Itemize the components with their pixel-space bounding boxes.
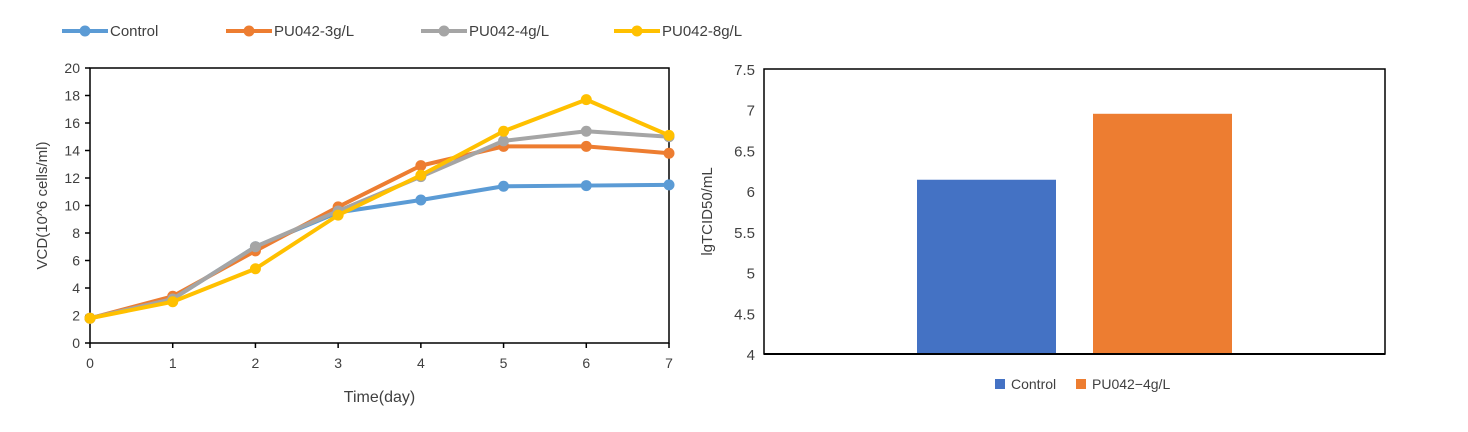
x-tick-label: 7: [665, 355, 673, 371]
x-tick-label: 0: [86, 355, 94, 371]
series-line-PU042-3g/L: [89, 144, 670, 321]
x-tick-label: 3: [334, 355, 342, 371]
data-point: [249, 263, 261, 275]
x-tick-label: 1: [169, 355, 177, 371]
legend-label: Control: [110, 23, 158, 40]
data-point: [415, 169, 427, 181]
y-tick-label: 4.5: [734, 306, 755, 323]
y-tick-label: 4: [72, 280, 80, 296]
legend-label: PU042-3g/L: [274, 23, 354, 40]
y-tick-label: 6: [72, 253, 80, 269]
y-tick-label: 6.5: [734, 143, 755, 160]
y-tick-label: 14: [64, 143, 80, 159]
x-tick-label: 2: [252, 355, 260, 371]
y-tick-label: 2: [72, 308, 80, 324]
data-point: [663, 179, 675, 191]
data-point: [580, 94, 592, 106]
bar-Control: [917, 179, 1056, 354]
data-point: [167, 296, 179, 308]
data-point: [332, 209, 344, 221]
data-point: [580, 140, 592, 152]
legend-label: Control: [1011, 376, 1056, 392]
y-tick-label: 5.5: [734, 225, 755, 242]
y-tick-label: 10: [64, 198, 80, 214]
legend-marker: [243, 25, 255, 37]
legend-marker: [79, 25, 91, 37]
y-tick-label: 4: [747, 347, 755, 364]
x-tick-label: 6: [582, 355, 590, 371]
y-tick-label: 5: [747, 266, 755, 283]
legend-swatch: [1076, 379, 1086, 389]
y-axis-label: VCD(10^6 cells/ml): [34, 142, 51, 270]
series-line-PU042-4g/L: [89, 129, 670, 321]
data-point: [663, 129, 675, 141]
data-point: [249, 241, 261, 253]
y-tick-label: 7.5: [734, 62, 755, 79]
data-point: [663, 147, 675, 159]
legend-label: PU042−4g/L: [1092, 376, 1170, 392]
data-point: [580, 180, 592, 192]
y-tick-label: 7: [747, 103, 755, 120]
data-point: [498, 180, 510, 192]
legend-label: PU042-4g/L: [469, 23, 549, 40]
x-tick-label: 5: [500, 355, 508, 371]
y-axis-label: lgTCID50/mL: [699, 167, 716, 255]
y-tick-label: 8: [72, 225, 80, 241]
legend-label: PU042-8g/L: [662, 23, 742, 40]
y-tick-label: 18: [64, 88, 80, 104]
data-point: [415, 194, 427, 206]
y-tick-label: 20: [64, 60, 80, 76]
y-tick-label: 0: [72, 335, 80, 351]
y-tick-label: 16: [64, 115, 80, 131]
data-point: [498, 125, 510, 137]
legend-marker: [438, 25, 450, 37]
y-tick-label: 12: [64, 170, 80, 186]
legend-swatch: [995, 379, 1005, 389]
y-tick-label: 6: [747, 184, 755, 201]
legend-marker: [631, 25, 643, 37]
data-point: [580, 125, 592, 137]
series-line-PU042-8g/L: [89, 97, 670, 321]
data-point: [84, 312, 96, 324]
bar-plot-frame: [763, 68, 1386, 355]
bar-PU042−4g/L: [1093, 113, 1232, 355]
data-point: [498, 135, 510, 147]
x-tick-label: 4: [417, 355, 425, 371]
data-point: [415, 160, 427, 172]
x-axis-label: Time(day): [344, 389, 415, 406]
